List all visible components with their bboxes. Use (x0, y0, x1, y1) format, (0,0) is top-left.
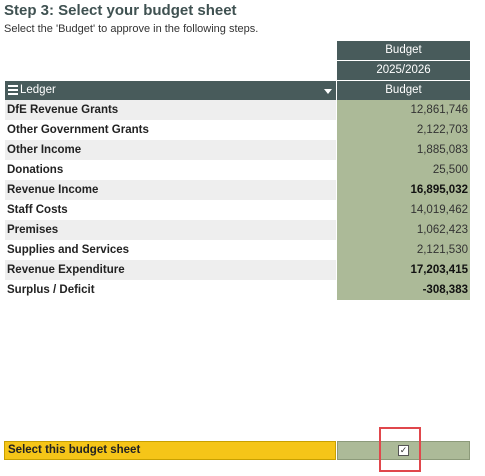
row-label: Revenue Income (5, 180, 336, 200)
row-label: DfE Revenue Grants (5, 100, 336, 120)
table-row[interactable]: Staff Costs 14,019,462 (0, 200, 485, 220)
table-row[interactable]: Revenue Income 16,895,032 (0, 180, 485, 200)
chevron-down-icon[interactable] (324, 89, 332, 94)
row-label: Supplies and Services (7, 244, 130, 256)
page-title: Step 3: Select your budget sheet (4, 2, 237, 19)
row-label: Staff Costs (7, 204, 68, 216)
ledger-header-label: Ledger (20, 84, 56, 96)
checkbox-icon[interactable]: ✓ (398, 445, 409, 456)
row-label: Other Government Grants (7, 124, 149, 136)
row-value: 2,121,530 (337, 240, 470, 260)
table-row[interactable]: Supplies and Services 2,121,530 (0, 240, 485, 260)
row-value: 2,122,703 (337, 120, 470, 140)
table-row[interactable]: Premises 1,062,423 (0, 220, 485, 240)
row-label: Surplus / Deficit (7, 284, 95, 296)
row-value: 1,885,083 (337, 140, 470, 160)
hamburger-menu-icon[interactable] (8, 85, 18, 95)
ledger-header[interactable]: Ledger (5, 81, 336, 100)
page-subtitle: Select the 'Budget' to approve in the fo… (4, 23, 259, 35)
highlight-box (379, 427, 421, 472)
column-header-type: Budget (337, 41, 470, 60)
table-row[interactable]: Revenue Expenditure 17,203,415 (0, 260, 485, 280)
table-row[interactable]: Other Government Grants 2,122,703 (0, 120, 485, 140)
row-label: Premises (5, 220, 336, 240)
column-header-year: 2025/2026 (337, 61, 470, 80)
row-value: 1,062,423 (337, 220, 470, 240)
row-value: 17,203,415 (337, 260, 470, 280)
row-label: Donations (7, 164, 64, 176)
row-value: 12,861,746 (337, 100, 470, 120)
table-row[interactable]: Surplus / Deficit -308,383 (0, 280, 485, 300)
table-row[interactable]: Donations 25,500 (0, 160, 485, 180)
row-label: Revenue Expenditure (5, 260, 336, 280)
row-value: 16,895,032 (337, 180, 470, 200)
row-value: 14,019,462 (337, 200, 470, 220)
row-value: -308,383 (337, 280, 470, 300)
column-header-budget: Budget (337, 81, 470, 100)
table-row[interactable]: DfE Revenue Grants 12,861,746 (0, 100, 485, 120)
table-row[interactable]: Other Income 1,885,083 (0, 140, 485, 160)
select-budget-sheet-label: Select this budget sheet (4, 441, 336, 460)
row-value: 25,500 (337, 160, 470, 180)
row-label: Other Income (5, 140, 336, 160)
